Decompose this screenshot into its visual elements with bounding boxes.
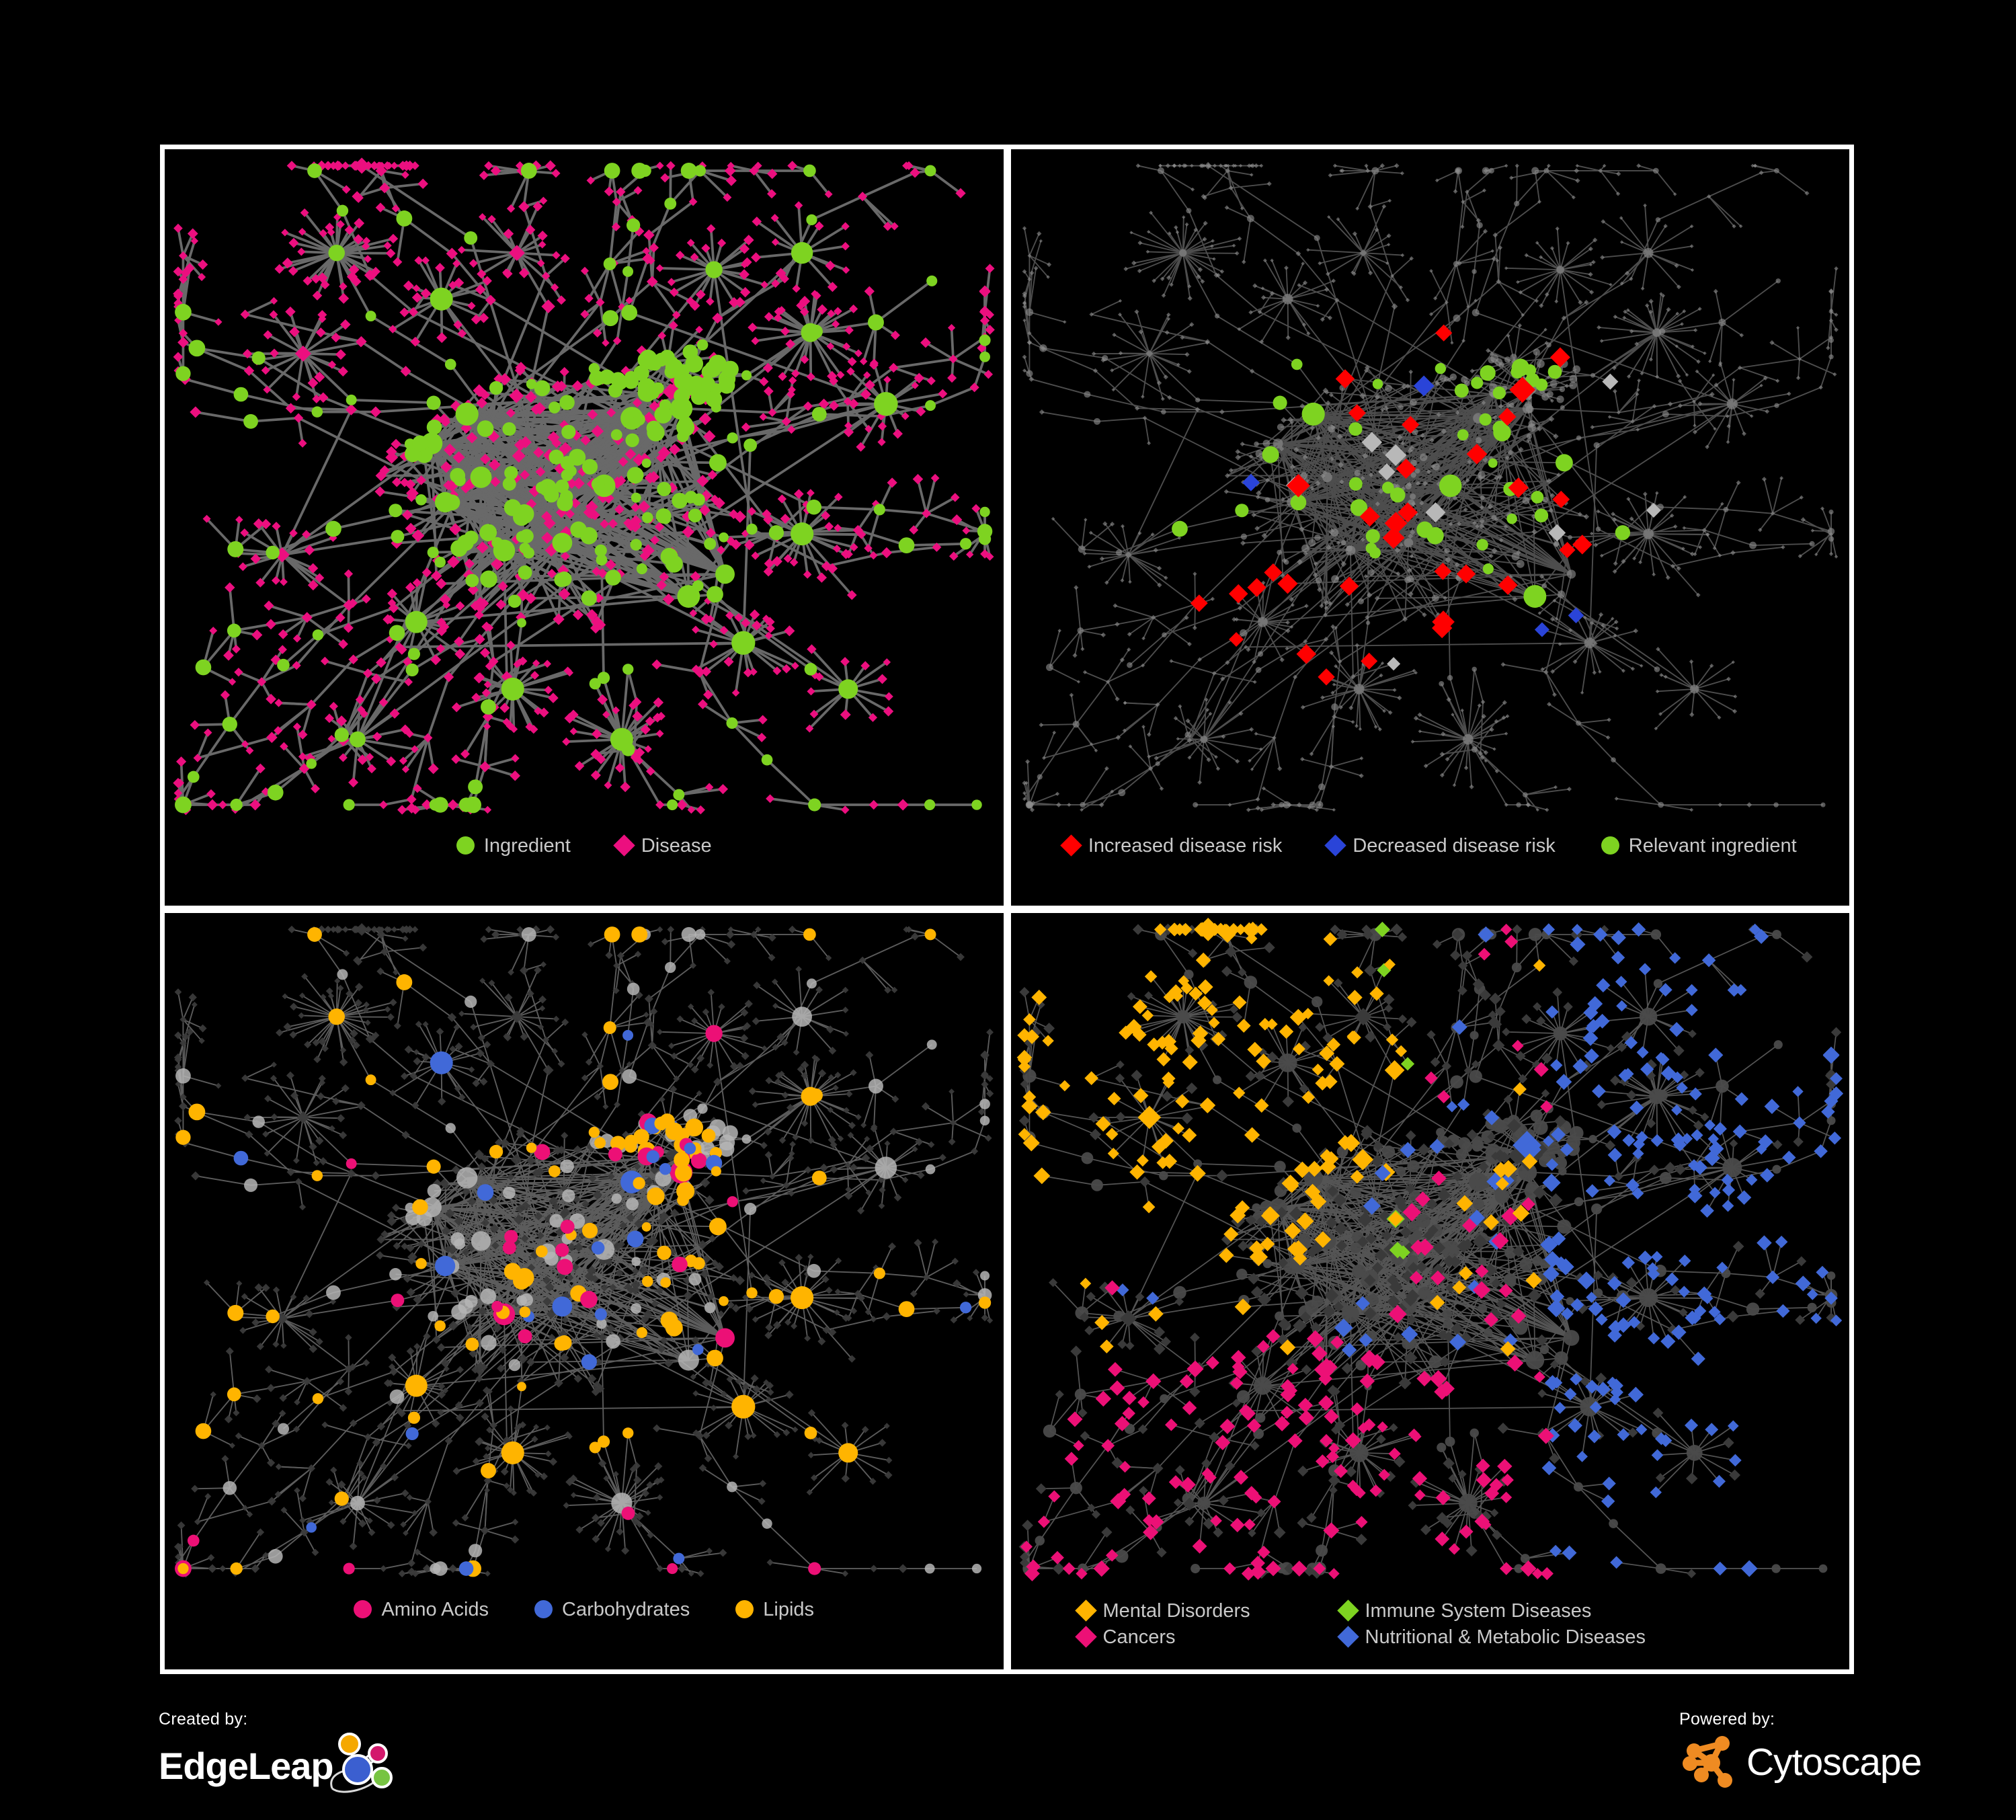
legend-item-lipids: Lipids [735,1599,815,1620]
legend-label: Ingredient [483,835,571,857]
ingredient-marker-icon [456,836,475,855]
network-canvas-4[interactable] [1011,913,1850,1590]
legend-item-decreased-risk: Decreased disease risk [1324,834,1556,857]
legend-label: Immune System Diseases [1365,1600,1592,1622]
legend-panel-2: Increased disease risk Decreased disease… [1011,826,1850,906]
cytoscape-node-logo-icon [1679,1732,1741,1793]
footer: Created by: EdgeLeap Powered by [0,1684,2016,1820]
legend-panel-3: Amino Acids Carbohydrates Lipids [165,1590,1004,1669]
network-canvas-2[interactable] [1011,149,1850,826]
legend-item-nutritional-metabolic: Nutritional & Metabolic Diseases [1336,1626,1646,1648]
legend-item-ingredient: Ingredient [456,835,571,857]
nutritional-metabolic-marker-icon [1336,1626,1359,1648]
legend-label: Disease [641,835,712,857]
edgeleap-node-graph-logo-icon [324,1732,398,1800]
legend-label: Nutritional & Metabolic Diseases [1365,1626,1646,1648]
cytoscape-wordmark: Cytoscape [1746,1741,1922,1784]
panel-grid: Ingredient Disease Increased disease ris… [160,145,1854,1674]
powered-by-kicker: Powered by: [1679,1710,1775,1729]
legend-label: Mental Disorders [1102,1600,1250,1622]
legend-item-amino-acids: Amino Acids [354,1599,489,1620]
mental-disorders-marker-icon [1074,1599,1097,1622]
carbohydrates-marker-icon [534,1600,553,1618]
legend-label: Increased disease risk [1088,835,1283,857]
increased-risk-marker-icon [1060,834,1082,857]
network-canvas-1[interactable] [165,149,1004,826]
legend-item-mental-disorders: Mental Disorders [1074,1599,1293,1622]
legend-item-cancers: Cancers [1074,1626,1293,1648]
legend-item-disease: Disease [613,834,712,857]
legend-panel-1: Ingredient Disease [165,826,1004,906]
panel-ingredient-disease: Ingredient Disease [165,149,1004,906]
legend-row-2: Cancers Nutritional & Metabolic Diseases [1074,1626,1850,1648]
cancers-marker-icon [1074,1626,1097,1648]
legend-panel-4: Mental Disorders Immune System Diseases … [1011,1590,1850,1669]
decreased-risk-marker-icon [1324,834,1347,857]
panel-disease-class: Mental Disorders Immune System Diseases … [1010,913,1850,1669]
legend-item-relevant-ingredient: Relevant ingredient [1601,835,1797,857]
legend-label: Decreased disease risk [1353,835,1556,857]
panel-nutrient-class: Amino Acids Carbohydrates Lipids [165,913,1004,1669]
network-canvas-3[interactable] [165,913,1004,1590]
legend-item-carbohydrates: Carbohydrates [534,1599,690,1620]
legend-label: Cancers [1102,1626,1176,1648]
relevant-ingredient-marker-icon [1601,836,1619,855]
powered-by-cytoscape: Powered by: [1679,1710,1922,1793]
created-by-kicker: Created by: [159,1710,248,1729]
legend-label: Relevant ingredient [1628,835,1797,857]
disease-marker-icon [613,834,635,857]
edgeleap-wordmark: EdgeLeap [159,1744,334,1787]
legend-row-1: Mental Disorders Immune System Diseases [1074,1599,1850,1622]
panel-disease-risk: Increased disease risk Decreased disease… [1010,149,1850,906]
legend-label: Amino Acids [381,1599,489,1620]
amino-acids-marker-icon [354,1600,372,1618]
lipids-marker-icon [735,1600,754,1618]
legend-label: Lipids [763,1599,815,1620]
legend-item-immune-system-diseases: Immune System Diseases [1336,1599,1591,1622]
created-by-edgeleap: Created by: EdgeLeap [159,1710,398,1800]
immune-system-marker-icon [1336,1599,1359,1622]
legend-item-increased-risk: Increased disease risk [1060,834,1283,857]
legend-label: Carbohydrates [562,1599,690,1620]
